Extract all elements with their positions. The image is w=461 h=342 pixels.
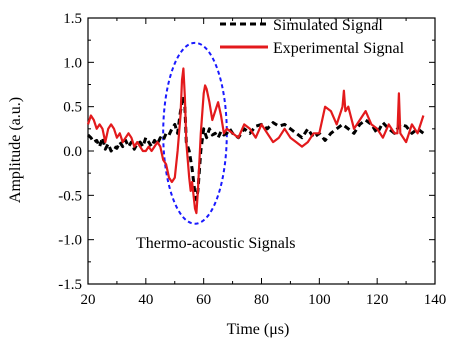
legend-label-simulated: Simulated Signal bbox=[273, 17, 383, 34]
x-tick-label: 120 bbox=[366, 292, 389, 308]
annotation-label: Thermo-acoustic Signals bbox=[136, 235, 296, 252]
legend: Simulated Signal Experimental Signal bbox=[220, 17, 405, 57]
y-tick-label: -1.0 bbox=[58, 233, 82, 249]
x-tick-label: 60 bbox=[196, 292, 211, 308]
y-axis-title: Amplitude (a.u.) bbox=[7, 97, 24, 203]
x-tick-label: 80 bbox=[254, 292, 269, 308]
y-tick-label: -0.5 bbox=[58, 188, 82, 204]
x-tick-label: 40 bbox=[138, 292, 153, 308]
y-tick-label: 0.5 bbox=[63, 100, 82, 116]
y-tick-label: 1.0 bbox=[63, 55, 82, 71]
y-axis-title-group: Amplitude (a.u.) bbox=[7, 97, 24, 203]
x-tick-label: 20 bbox=[81, 292, 96, 308]
x-tick-label: 140 bbox=[424, 292, 447, 308]
tick-group bbox=[87, 17, 436, 285]
experimental-signal-line bbox=[86, 67, 425, 215]
x-axis-title: Time (μs) bbox=[227, 321, 290, 338]
y-tick-label: 0.0 bbox=[63, 144, 82, 160]
y-tick-label: -1.5 bbox=[58, 277, 82, 293]
tick-label-group: 20 40 60 80 100 120 140 -1.5 -1.0 -0.5 0.0 0.5 1.0 1.… bbox=[58, 11, 446, 308]
legend-label-experimental: Experimental Signal bbox=[273, 40, 405, 57]
x-tick-label: 100 bbox=[308, 292, 331, 308]
simulated-signal-line bbox=[86, 94, 425, 202]
y-tick-label: 1.5 bbox=[63, 11, 82, 27]
series-layer bbox=[86, 67, 425, 215]
